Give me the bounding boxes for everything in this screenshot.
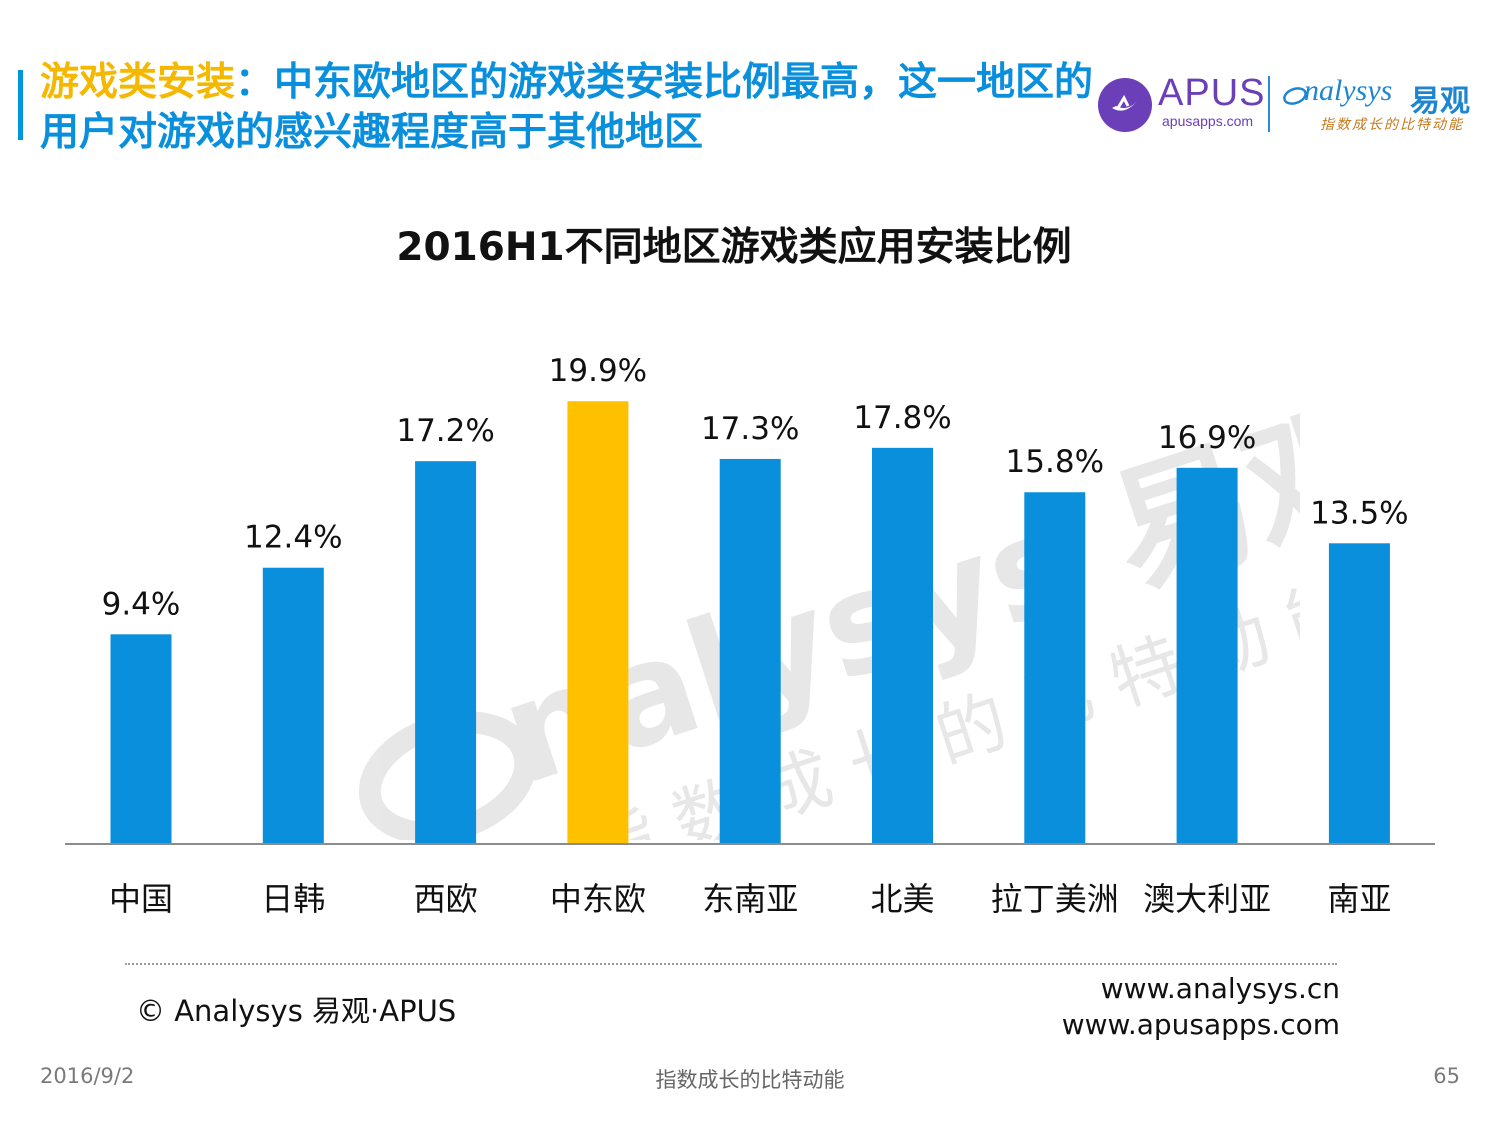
bar (110, 634, 172, 843)
analysys-slogan: 指数成长的比特动能 (1320, 117, 1464, 133)
copyright-text: © Analysys 易观·APUS (136, 994, 457, 1028)
category-label: 日韩 (261, 880, 325, 918)
data-label: 19.9% (549, 353, 647, 389)
bar (415, 461, 477, 843)
category-label: 东南亚 (702, 880, 798, 918)
data-label: 12.4% (244, 520, 342, 556)
title-accent-bar (18, 70, 23, 140)
category-label: 中国 (109, 880, 173, 918)
logo-divider (1268, 76, 1270, 132)
data-label: 9.4% (102, 586, 181, 622)
category-label: 拉丁美洲 (991, 880, 1119, 918)
page-title: 游戏类安装：中东欧地区的游戏类安装比例最高，这一地区的用户对游戏的感兴趣程度高于… (40, 58, 1100, 158)
analysys-a-icon (1283, 87, 1307, 105)
footer-divider (125, 963, 1337, 965)
category-label: 北美 (870, 880, 934, 918)
apus-logo-text: APUS (1158, 72, 1266, 114)
footer-slogan: 指数成长的比特动能 (655, 1068, 845, 1092)
bar (872, 447, 933, 843)
data-label: 17.3% (701, 411, 799, 447)
bar (1176, 467, 1238, 843)
data-label: 13.5% (1310, 495, 1408, 531)
bar (1328, 543, 1390, 843)
data-label: 17.8% (853, 400, 951, 436)
apus-logo-icon (1098, 78, 1152, 132)
apus-site-link[interactable]: www.apusapps.com (1061, 1008, 1340, 1041)
data-label: 16.9% (1158, 420, 1256, 456)
title-highlight: 游戏类安装 (40, 60, 236, 105)
analysys-logo-text: nalysys (1304, 74, 1393, 107)
category-label: 西欧 (414, 880, 478, 918)
apus-logo-url: apusapps.com (1162, 113, 1254, 129)
category-label: 南亚 (1327, 880, 1391, 918)
analysys-site-link[interactable]: www.analysys.cn (1100, 972, 1340, 1005)
footer-date: 2016/9/2 (40, 1064, 135, 1088)
data-label: 17.2% (396, 413, 494, 449)
data-label: 15.8% (1006, 444, 1104, 480)
bar (567, 401, 629, 843)
logo-area: APUS apusapps.com nalysys 易观 指数成长的比特动能 (1098, 70, 1488, 140)
bar (262, 567, 324, 843)
category-label: 澳大利亚 (1143, 880, 1271, 918)
title-rest: ：中东欧地区的游戏类安装比例最高，这一地区的用户对游戏的感兴趣程度高于其他地区 (40, 60, 1094, 155)
analysys-logo-cn: 易观 (1410, 84, 1470, 119)
category-label: 中东欧 (550, 880, 646, 918)
page-number: 65 (1433, 1064, 1460, 1088)
chart-title: 2016H1不同地区游戏类应用安装比例 (396, 225, 1072, 270)
bar (1024, 492, 1086, 843)
bar (719, 458, 781, 843)
